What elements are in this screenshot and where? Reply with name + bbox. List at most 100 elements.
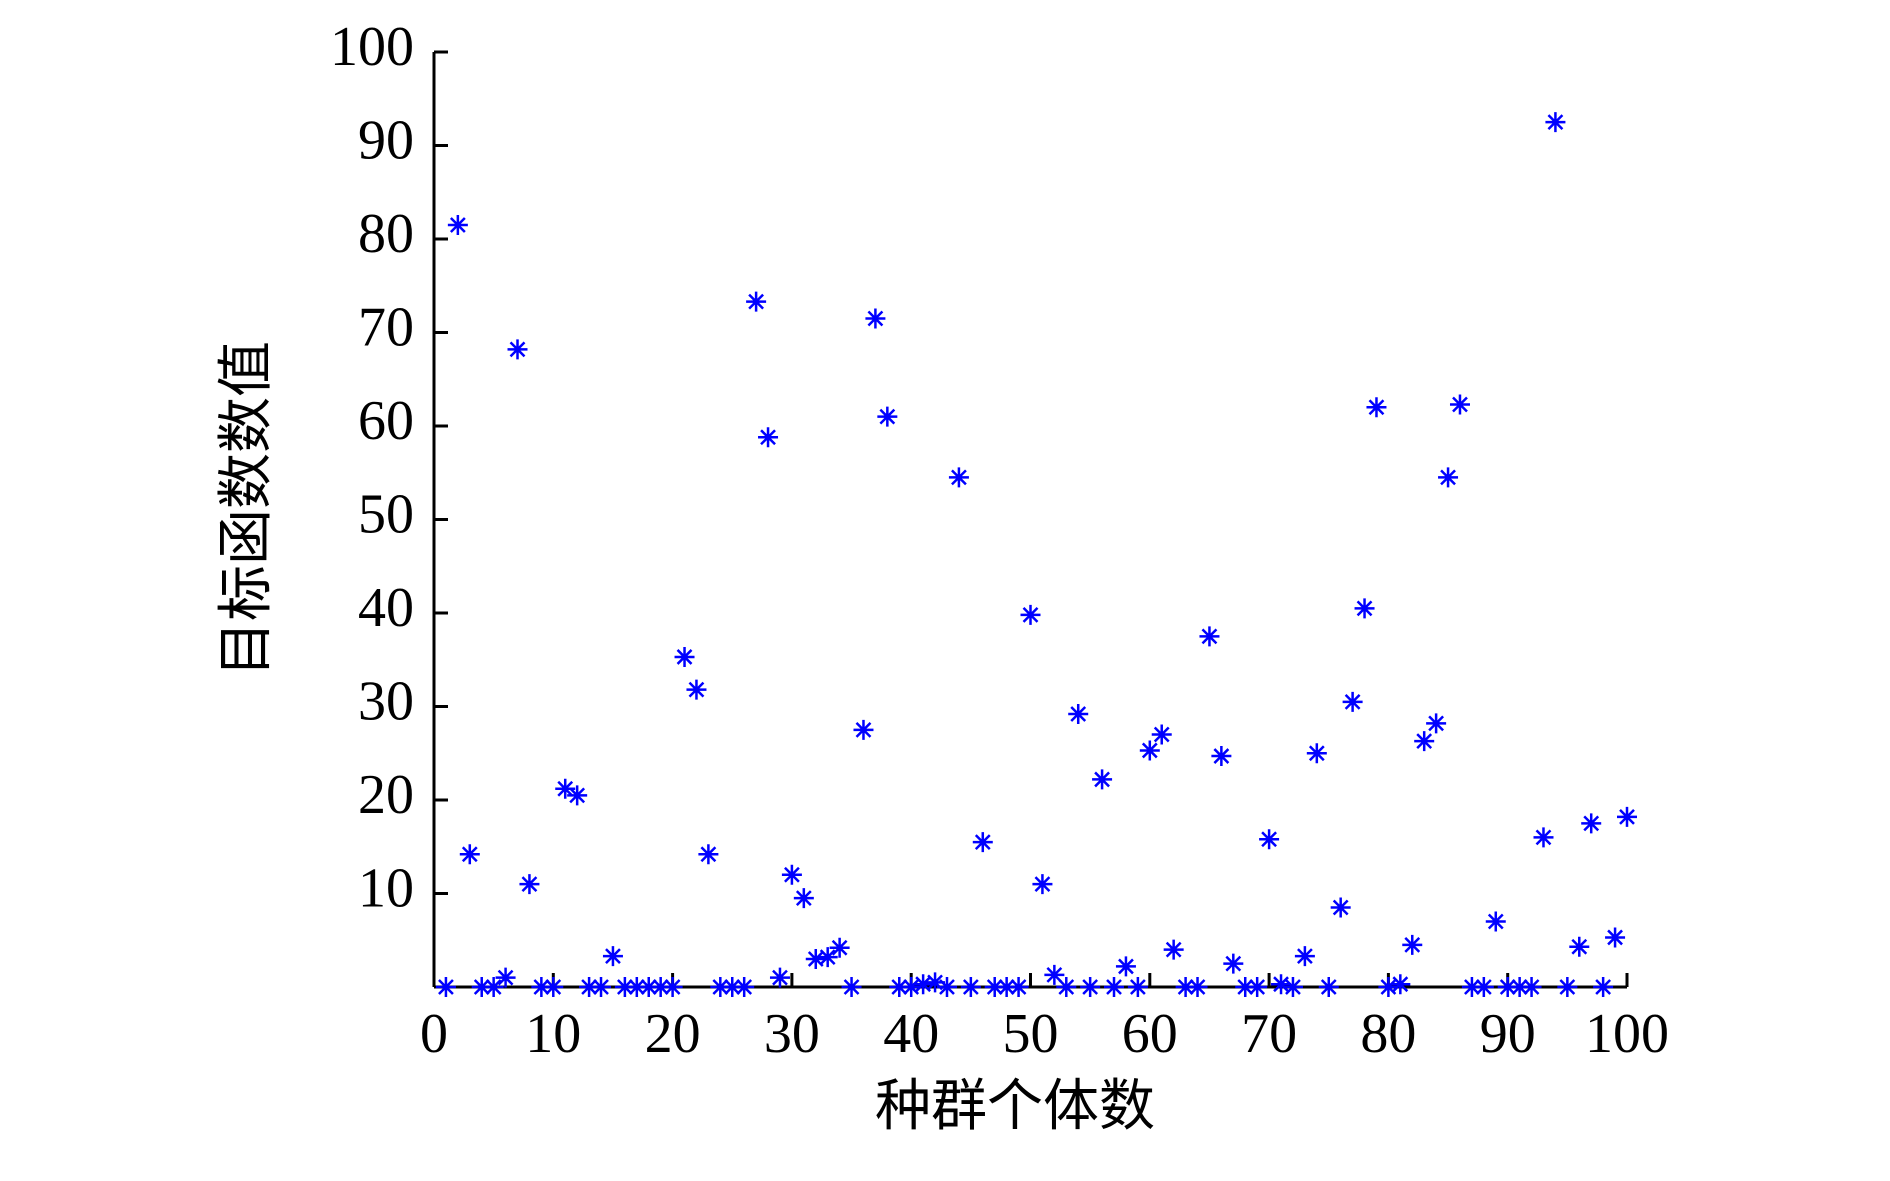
point [960,977,981,997]
point [865,308,886,329]
point [435,977,456,997]
point [793,888,814,909]
x-tick-label: 100 [1585,1003,1669,1065]
point [769,967,790,988]
point [1521,977,1542,997]
point [650,977,671,997]
point [1187,977,1208,997]
point [483,977,504,997]
y-tick-label: 30 [358,670,414,732]
point [781,864,802,885]
point [579,977,600,997]
point [1473,977,1494,997]
point [1569,936,1590,957]
point [1485,911,1506,932]
point [459,844,480,865]
point [1354,598,1375,619]
x-tick-label: 30 [764,1003,820,1065]
point [734,977,755,997]
point [1139,740,1160,761]
point [686,679,707,700]
point [471,977,492,997]
point [1044,964,1065,985]
point [1247,977,1268,997]
x-axis-title: 种群个体数 [875,1076,1155,1138]
y-axis-title: 目标函数数值 [216,341,278,677]
point [1259,829,1280,850]
point [829,937,850,958]
point [1306,743,1327,764]
point [1533,827,1554,848]
point [1581,813,1602,834]
point [602,946,623,967]
point [722,977,743,997]
point [567,785,588,806]
point [591,977,612,997]
point [817,947,838,968]
point [1115,956,1136,977]
point [996,977,1017,997]
point [805,948,826,969]
point [710,977,731,997]
point [853,719,874,740]
point [1414,731,1435,752]
point [1378,977,1399,997]
y-tick-label: 50 [358,483,414,545]
x-tick-label: 0 [420,1003,448,1065]
point [495,967,516,988]
point [1223,953,1244,974]
x-tick-label: 90 [1480,1003,1536,1065]
point [925,972,946,993]
point [1068,703,1089,724]
point [1617,806,1637,827]
point [1199,626,1220,647]
point [1127,977,1148,997]
point [758,427,779,448]
y-tick-label: 100 [330,16,414,78]
point [1330,897,1351,918]
point [674,646,695,667]
point [1449,394,1470,415]
point [1008,977,1029,997]
point [1605,927,1626,948]
point [1593,977,1614,997]
point [1402,934,1423,955]
point [1545,112,1566,133]
x-tick-label: 70 [1241,1003,1297,1065]
point [507,339,528,360]
point [1366,397,1387,418]
point [1151,724,1172,745]
point [913,974,934,995]
x-tick-label: 20 [645,1003,701,1065]
point [519,874,540,895]
point [1438,467,1459,488]
point [626,977,647,997]
point [948,467,969,488]
point [746,291,767,312]
point [1211,746,1232,767]
point [447,214,468,235]
point [662,977,683,997]
point [1461,977,1482,997]
point [1282,977,1303,997]
y-tick-label: 10 [358,857,414,919]
point [841,977,862,997]
y-tick-label: 20 [358,764,414,826]
point [614,977,635,997]
point [698,844,719,865]
x-tick-label: 10 [525,1003,581,1065]
point [555,778,576,799]
point [1509,977,1530,997]
y-tick-label: 40 [358,577,414,639]
point [1557,977,1578,997]
point [1092,769,1113,790]
point [1426,713,1447,734]
point [889,977,910,997]
point [1342,691,1363,712]
point [936,977,957,997]
point [543,977,564,997]
point [877,406,898,427]
point [1163,939,1184,960]
